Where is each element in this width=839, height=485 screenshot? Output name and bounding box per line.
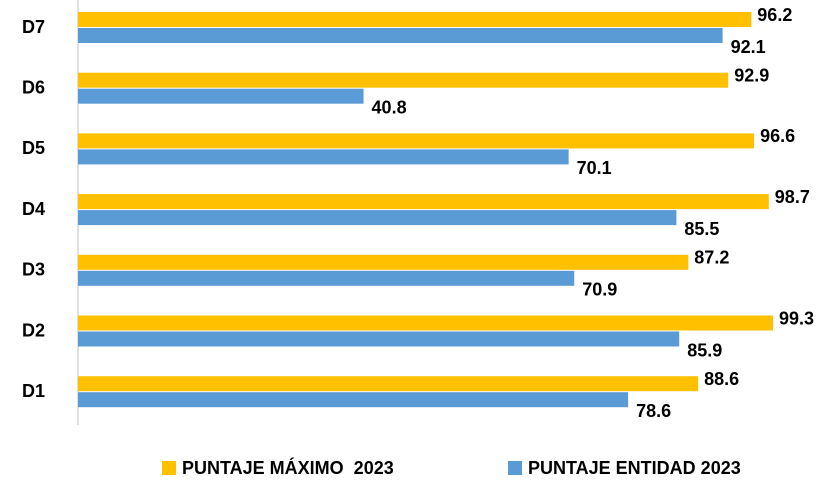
bar	[78, 331, 680, 347]
bar	[78, 88, 364, 104]
data-label: 85.9	[687, 340, 722, 360]
bar	[78, 315, 773, 331]
data-label: 87.2	[694, 248, 729, 268]
data-label: 70.1	[577, 158, 612, 178]
y-tick-label: D4	[22, 199, 45, 219]
y-tick-label: D1	[22, 381, 45, 401]
legend-swatch	[162, 461, 176, 475]
bar	[78, 270, 575, 286]
data-label: 92.9	[734, 65, 769, 85]
data-label: 40.8	[372, 97, 407, 117]
bar	[78, 392, 629, 408]
legend-label: PUNTAJE MÁXIMO 2023	[182, 457, 394, 478]
bar	[78, 149, 569, 165]
bar	[78, 12, 752, 27]
data-label: 92.1	[731, 37, 766, 57]
y-tick-label: D2	[22, 320, 45, 340]
bar	[78, 28, 723, 43]
data-label: 98.7	[775, 187, 810, 207]
bar	[78, 72, 729, 88]
data-label: 70.9	[582, 280, 617, 300]
data-label: 96.2	[757, 5, 792, 25]
bar	[78, 254, 689, 270]
y-tick-label: D3	[22, 260, 45, 280]
bar	[78, 133, 755, 149]
bar	[78, 210, 677, 226]
data-label: 96.6	[760, 126, 795, 146]
data-label: 88.6	[704, 369, 739, 389]
y-tick-label: D5	[22, 138, 45, 158]
data-label: 78.6	[636, 401, 671, 421]
data-label: 99.3	[779, 308, 814, 328]
bar	[78, 376, 699, 392]
bar	[78, 194, 769, 210]
legend-label: PUNTAJE ENTIDAD 2023	[528, 458, 741, 478]
legend-swatch	[508, 461, 522, 475]
y-tick-label: D7	[22, 17, 45, 37]
data-label: 85.5	[684, 219, 719, 239]
y-tick-label: D6	[22, 77, 45, 97]
